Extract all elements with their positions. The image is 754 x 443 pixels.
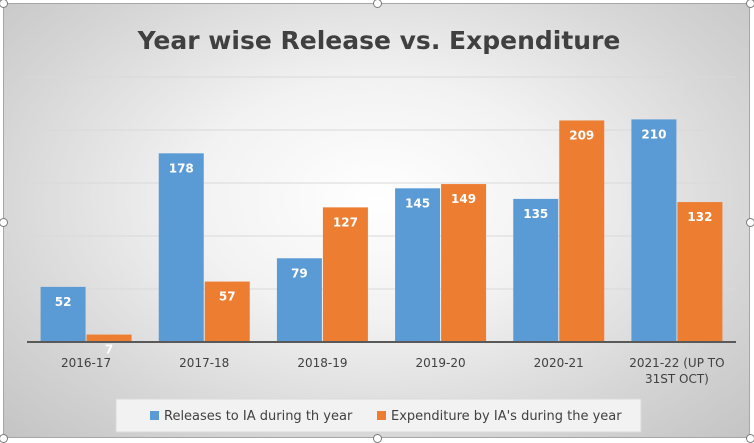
legend-label-expenditure: Expenditure by IA's during the year: [391, 409, 622, 424]
resize-handle-bottom-right[interactable]: [746, 434, 754, 443]
data-label: 210: [641, 127, 666, 141]
legend: Releases to IA during th year Expenditur…: [115, 398, 642, 433]
legend-swatch-expenditure: [377, 411, 386, 420]
bar-expenditure: [86, 334, 132, 342]
legend-swatch-releases: [150, 411, 159, 420]
resize-handle-top-center[interactable]: [373, 0, 382, 8]
resize-handle-bottom-left[interactable]: [0, 434, 8, 443]
data-label: 145: [405, 196, 430, 210]
resize-handle-top-right[interactable]: [746, 0, 754, 8]
chart-title: Year wise Release vs. Expenditure: [137, 26, 621, 55]
bar-releases: [276, 258, 322, 342]
bar-expenditure: [559, 120, 605, 343]
bar-releases: [631, 119, 677, 343]
chart-area: Year wise Release vs. Expenditure 52 7 178…: [3, 3, 750, 438]
gridlines: [27, 76, 736, 290]
data-label: 7: [105, 343, 113, 357]
x-tick-label: 2021-22 (UP TO 31ST OCT): [629, 356, 724, 386]
resize-handle-middle-left[interactable]: [0, 218, 8, 227]
data-label: 135: [523, 207, 548, 221]
resize-handle-top-left[interactable]: [0, 0, 8, 8]
data-label: 52: [55, 295, 72, 309]
x-tick-label: 2017-18: [179, 356, 229, 370]
bar-releases: [158, 153, 204, 342]
bar-expenditure: [677, 202, 723, 342]
data-label: 127: [333, 215, 358, 229]
data-label: 149: [451, 192, 476, 206]
bar-expenditure: [441, 184, 487, 342]
bar-chart: Year wise Release vs. Expenditure 52 7 178…: [27, 26, 736, 433]
data-label: 132: [687, 210, 712, 224]
resize-handle-bottom-center[interactable]: [373, 434, 382, 443]
data-label: 209: [569, 128, 594, 142]
legend-label-releases: Releases to IA during th year: [164, 409, 353, 424]
x-tick-label: 2020-21: [534, 356, 584, 370]
resize-handle-middle-right[interactable]: [746, 218, 754, 227]
x-tick-label: 2016-17: [61, 356, 111, 370]
bar-releases: [513, 198, 559, 342]
bars: 52 7 178 57 79 127 145 149 135 209 210 132: [40, 119, 723, 357]
bar-releases: [395, 188, 441, 342]
data-label: 79: [291, 266, 308, 280]
x-tick-label: 2019-20: [416, 356, 466, 370]
bar-expenditure: [204, 281, 250, 342]
data-label: 178: [169, 161, 194, 175]
x-tick-label: 2018-19: [297, 356, 347, 370]
data-label: 57: [219, 290, 236, 304]
x-axis-labels: 2016-17 2017-18 2018-19 2019-20 2020-21 2021-…: [61, 356, 725, 386]
bar-releases: [40, 286, 86, 342]
bar-expenditure: [322, 207, 368, 342]
